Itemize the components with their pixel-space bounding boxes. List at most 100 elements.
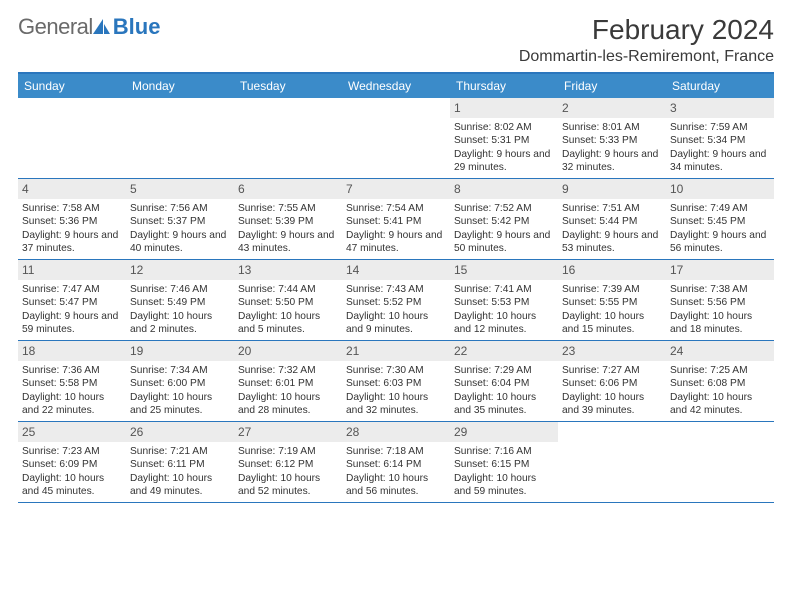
day-cell: 19Sunrise: 7:34 AMSunset: 6:00 PMDayligh… <box>126 341 234 421</box>
week-row: 4Sunrise: 7:58 AMSunset: 5:36 PMDaylight… <box>18 179 774 260</box>
month-title: February 2024 <box>519 14 774 46</box>
day-cell: 17Sunrise: 7:38 AMSunset: 5:56 PMDayligh… <box>666 260 774 340</box>
day-number: 28 <box>342 422 450 442</box>
daylight-line: Daylight: 9 hours and 43 minutes. <box>238 229 338 256</box>
daylight-line: Daylight: 10 hours and 28 minutes. <box>238 391 338 418</box>
sunrise-line: Sunrise: 7:44 AM <box>238 283 338 296</box>
day-cell: 26Sunrise: 7:21 AMSunset: 6:11 PMDayligh… <box>126 422 234 502</box>
day-number: 18 <box>18 341 126 361</box>
sunset-line: Sunset: 6:15 PM <box>454 458 554 471</box>
day-cell: 5Sunrise: 7:56 AMSunset: 5:37 PMDaylight… <box>126 179 234 259</box>
daylight-line: Daylight: 9 hours and 47 minutes. <box>346 229 446 256</box>
sunset-line: Sunset: 5:39 PM <box>238 215 338 228</box>
daylight-line: Daylight: 10 hours and 35 minutes. <box>454 391 554 418</box>
daylight-line: Daylight: 9 hours and 56 minutes. <box>670 229 770 256</box>
day-number: 7 <box>342 179 450 199</box>
dow-cell: Sunday <box>18 74 126 98</box>
daylight-line: Daylight: 10 hours and 18 minutes. <box>670 310 770 337</box>
day-cell: 10Sunrise: 7:49 AMSunset: 5:45 PMDayligh… <box>666 179 774 259</box>
sunset-line: Sunset: 6:14 PM <box>346 458 446 471</box>
daylight-line: Daylight: 10 hours and 45 minutes. <box>22 472 122 499</box>
day-number: 11 <box>18 260 126 280</box>
day-number: 3 <box>666 98 774 118</box>
day-cell: 12Sunrise: 7:46 AMSunset: 5:49 PMDayligh… <box>126 260 234 340</box>
sunrise-line: Sunrise: 7:21 AM <box>130 445 230 458</box>
sunset-line: Sunset: 5:41 PM <box>346 215 446 228</box>
sunrise-line: Sunrise: 7:49 AM <box>670 202 770 215</box>
day-cell: 28 Sunrise: 7:18 AMSunset: 6:14 PMDayligh… <box>342 422 450 502</box>
day-cell: 29Sunrise: 7:16 AMSunset: 6:15 PMDayligh… <box>450 422 558 502</box>
sunrise-line: Sunrise: 7:52 AM <box>454 202 554 215</box>
sunrise-line: Sunrise: 7:36 AM <box>22 364 122 377</box>
sunrise-line: Sunrise: 7:59 AM <box>670 121 770 134</box>
dow-cell: Saturday <box>666 74 774 98</box>
sunset-line: Sunset: 5:37 PM <box>130 215 230 228</box>
sunset-line: Sunset: 5:47 PM <box>22 296 122 309</box>
day-cell: 2Sunrise: 8:01 AMSunset: 5:33 PMDaylight… <box>558 98 666 178</box>
sunrise-line: Sunrise: 7:39 AM <box>562 283 662 296</box>
sunrise-line: Sunrise: 7:43 AM <box>346 283 446 296</box>
daylight-line: Daylight: 9 hours and 34 minutes. <box>670 148 770 175</box>
sunset-line: Sunset: 6:01 PM <box>238 377 338 390</box>
sunrise-line: Sunrise: 8:02 AM <box>454 121 554 134</box>
sunset-line: Sunset: 5:31 PM <box>454 134 554 147</box>
daylight-line: Daylight: 10 hours and 22 minutes. <box>22 391 122 418</box>
day-cell: 7Sunrise: 7:54 AMSunset: 5:41 PMDaylight… <box>342 179 450 259</box>
sunset-line: Sunset: 5:56 PM <box>670 296 770 309</box>
day-cell: 22Sunrise: 7:29 AMSunset: 6:04 PMDayligh… <box>450 341 558 421</box>
day-number: 20 <box>234 341 342 361</box>
sunset-line: Sunset: 6:08 PM <box>670 377 770 390</box>
sunset-line: Sunset: 5:49 PM <box>130 296 230 309</box>
day-cell: 14Sunrise: 7:43 AMSunset: 5:52 PMDayligh… <box>342 260 450 340</box>
day-cell: 13 Sunrise: 7:44 AMSunset: 5:50 PMDayligh… <box>234 260 342 340</box>
sunrise-line: Sunrise: 7:18 AM <box>346 445 446 458</box>
dow-cell: Monday <box>126 74 234 98</box>
sunset-line: Sunset: 5:44 PM <box>562 215 662 228</box>
logo-sail-icon <box>91 17 111 37</box>
daylight-line: Daylight: 10 hours and 5 minutes. <box>238 310 338 337</box>
day-number: 21 <box>342 341 450 361</box>
day-number: 10 <box>666 179 774 199</box>
daylight-line: Daylight: 9 hours and 29 minutes. <box>454 148 554 175</box>
week-row: 25Sunrise: 7:23 AMSunset: 6:09 PMDayligh… <box>18 422 774 503</box>
sunrise-line: Sunrise: 8:01 AM <box>562 121 662 134</box>
sunset-line: Sunset: 5:50 PM <box>238 296 338 309</box>
daylight-line: Daylight: 10 hours and 52 minutes. <box>238 472 338 499</box>
daylight-line: Daylight: 10 hours and 32 minutes. <box>346 391 446 418</box>
sunset-line: Sunset: 6:03 PM <box>346 377 446 390</box>
day-cell <box>18 98 126 178</box>
sunrise-line: Sunrise: 7:34 AM <box>130 364 230 377</box>
sunset-line: Sunset: 5:34 PM <box>670 134 770 147</box>
day-cell: 18Sunrise: 7:36 AMSunset: 5:58 PMDayligh… <box>18 341 126 421</box>
day-cell: 1 Sunrise: 8:02 AMSunset: 5:31 PMDaylight… <box>450 98 558 178</box>
week-row: 18Sunrise: 7:36 AMSunset: 5:58 PMDayligh… <box>18 341 774 422</box>
sunrise-line: Sunrise: 7:55 AM <box>238 202 338 215</box>
day-cell <box>342 98 450 178</box>
weeks-container: 1Sunrise: 8:02 AMSunset: 5:31 PMDaylight… <box>18 98 774 503</box>
daylight-line: Daylight: 10 hours and 15 minutes. <box>562 310 662 337</box>
dow-cell: Wednesday <box>342 74 450 98</box>
daylight-line: Daylight: 10 hours and 42 minutes. <box>670 391 770 418</box>
day-number: 24 <box>666 341 774 361</box>
brand-part2: Blue <box>113 14 161 40</box>
day-cell <box>234 98 342 178</box>
daylight-line: Daylight: 9 hours and 50 minutes. <box>454 229 554 256</box>
week-row: 1Sunrise: 8:02 AMSunset: 5:31 PMDaylight… <box>18 98 774 179</box>
sunset-line: Sunset: 6:04 PM <box>454 377 554 390</box>
day-number: 26 <box>126 422 234 442</box>
brand-part1: General <box>18 14 93 40</box>
day-number: 1 <box>450 98 558 118</box>
sunrise-line: Sunrise: 7:41 AM <box>454 283 554 296</box>
day-cell: 3 Sunrise: 7:59 AMSunset: 5:34 PMDaylight… <box>666 98 774 178</box>
sunset-line: Sunset: 6:06 PM <box>562 377 662 390</box>
sunrise-line: Sunrise: 7:46 AM <box>130 283 230 296</box>
day-cell: 23Sunrise: 7:27 AMSunset: 6:06 PMDayligh… <box>558 341 666 421</box>
sunrise-line: Sunrise: 7:32 AM <box>238 364 338 377</box>
day-number: 9 <box>558 179 666 199</box>
sunset-line: Sunset: 6:09 PM <box>22 458 122 471</box>
day-cell: 8Sunrise: 7:52 AMSunset: 5:42 PMDaylight… <box>450 179 558 259</box>
daylight-line: Daylight: 10 hours and 56 minutes. <box>346 472 446 499</box>
day-cell: 25Sunrise: 7:23 AMSunset: 6:09 PMDayligh… <box>18 422 126 502</box>
day-cell <box>558 422 666 502</box>
day-number: 13 <box>234 260 342 280</box>
